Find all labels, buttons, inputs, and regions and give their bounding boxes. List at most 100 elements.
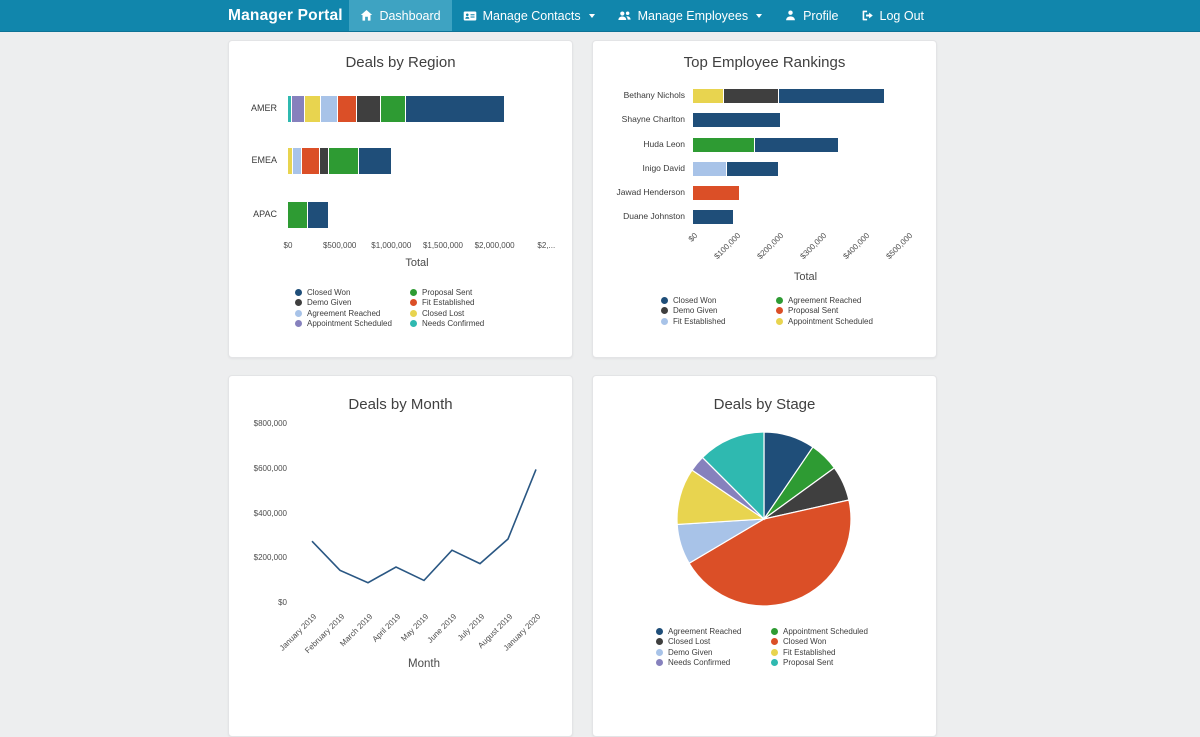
card-deals-by-month: Deals by Month $800,000 $600,000 $400,000 $… [228, 375, 573, 737]
legend-swatch [295, 288, 302, 296]
x-tick-label: $1,000,000 [371, 241, 412, 250]
legend-item: Proposal Sent [410, 287, 521, 298]
nav-item-manage-contacts[interactable]: Manage Contacts [452, 0, 606, 31]
bar-segment-fit-established [302, 148, 320, 174]
stacked-bar [288, 148, 392, 174]
bar-segment-proposal-sent [693, 185, 741, 200]
address-card-icon [463, 9, 477, 23]
bar-segment-closed-won [406, 96, 506, 122]
nav-item-dashboard[interactable]: Dashboard [349, 0, 452, 31]
legend-swatch [776, 296, 783, 304]
legend-label: Proposal Sent [422, 287, 473, 297]
y-tick-label: $200,000 [253, 553, 287, 563]
bar-segment-appointment-scheduled [693, 89, 724, 103]
card-deals-by-stage: Deals by Stage Agreement Reached Closed L… [592, 375, 937, 737]
deals-by-stage-legend: Agreement Reached Closed Lost Demo Given Ne… [656, 626, 882, 668]
bar-segment-closed-won [726, 161, 779, 176]
app-title: Manager Portal [228, 6, 343, 24]
x-axis-title: Total [405, 257, 429, 269]
deals-by-region-legend: Closed Won Demo Given Agreement Reached App… [295, 287, 521, 329]
x-axis-title: Month [408, 658, 440, 670]
legend-swatch [661, 317, 668, 325]
legend-label: Closed Lost [668, 637, 711, 647]
stacked-bar [693, 113, 782, 127]
y-tick-label: $400,000 [253, 508, 287, 518]
legend-swatch [656, 627, 663, 635]
legend-item: Needs Confirmed [410, 319, 521, 330]
legend-label: Needs Confirmed [422, 319, 485, 329]
stacked-bar [693, 161, 779, 176]
legend-swatch [656, 659, 663, 667]
category-label: Shayne Charlton [621, 114, 685, 124]
caret-down-icon [756, 13, 763, 18]
nav-menu: Dashboard Manage Contacts Manage Employees… [349, 0, 935, 31]
legend-item: Closed Lost [410, 308, 521, 319]
bar-segment-demo-given [723, 89, 779, 103]
legend-swatch [410, 299, 417, 307]
legend-item: Agreement Reached [295, 308, 406, 319]
x-tick-label: $500,000 [322, 241, 357, 250]
stacked-bar [693, 137, 840, 152]
legend-label: Agreement Reached [307, 308, 381, 318]
category-label: Jawad Henderson [616, 186, 685, 197]
legend-swatch [776, 317, 783, 325]
category-label: EMEA [251, 155, 277, 165]
legend-item: Closed Lost [656, 637, 767, 648]
pie-slice-proposal-sent [701, 431, 765, 521]
legend-swatch [771, 648, 778, 656]
legend-item: Needs Confirmed [656, 658, 767, 669]
x-tick-label: $2,000,000 [474, 241, 515, 250]
bar-segment-fit-established [337, 96, 358, 122]
deals-by-stage-plot [593, 376, 936, 736]
line-chart-canvas [311, 469, 537, 584]
legend-item: Appointment Scheduled [771, 626, 882, 637]
nav-item-manage-employees[interactable]: Manage Employees [606, 0, 773, 31]
legend-label: Closed Won [673, 295, 717, 305]
nav-item-profile[interactable]: Profile [773, 0, 849, 31]
bar-segment-proposal-sent [328, 148, 359, 174]
legend-swatch [295, 299, 302, 307]
legend-item: Agreement Reached [656, 626, 767, 637]
bar-segment-demo-given [357, 96, 382, 122]
category-label: APAC [253, 209, 277, 219]
bar-segment-closed-lost [288, 148, 293, 174]
legend-item: Demo Given [295, 298, 406, 309]
legend-swatch [656, 638, 663, 646]
users-icon [617, 9, 632, 23]
y-tick-label: $800,000 [253, 419, 287, 428]
navbar: Manager Portal Dashboard Manage Contacts M… [0, 0, 1200, 32]
legend-item: Fit Established [661, 316, 772, 327]
deals-by-month-plot: $800,000 $600,000 $400,000 $200,000 $0 Januar… [229, 376, 572, 736]
stacked-bar [288, 202, 330, 228]
chart-title-deals-by-region: Deals by Region [345, 54, 456, 71]
legend-item: Closed Won [771, 637, 882, 648]
bar-segment-agreement-reached [321, 96, 338, 122]
bar-segment-closed-won [308, 202, 330, 228]
legend-swatch [771, 627, 778, 635]
bar-segment-proposal-sent [381, 96, 407, 122]
legend-swatch [295, 320, 302, 328]
legend-label: Fit Established [673, 316, 726, 326]
deals-by-region-plot: AMER EMEA APAC $0 $500,000 $1,000,000 $1,500,0… [229, 41, 572, 357]
nav-item-label: Dashboard [379, 8, 441, 23]
bar-segment-closed-lost [304, 96, 322, 122]
legend-label: Closed Won [307, 287, 351, 297]
legend-item: Demo Given [661, 306, 772, 317]
category-label: Duane Johnston [623, 210, 685, 221]
category-label: Inigo David [642, 162, 685, 173]
legend-item: Agreement Reached [776, 295, 887, 306]
chart-title-deals-by-month: Deals by Month [348, 396, 453, 413]
stacked-bar [288, 96, 506, 122]
user-icon [784, 9, 797, 22]
nav-item-log-out[interactable]: Log Out [850, 0, 935, 31]
legend-item: Closed Won [661, 295, 772, 306]
legend-swatch [410, 309, 417, 317]
top-employee-rankings-plot: Bethany Nichols Shayne Charlton Huda Leon I… [593, 41, 936, 357]
category-label: AMER [250, 103, 277, 113]
x-tick-label: $1,500,000 [422, 241, 463, 250]
legend-label: Fit Established [422, 298, 475, 308]
legend-item: Demo Given [656, 647, 767, 658]
bar-segment-closed-won [358, 148, 392, 174]
legend-item: Proposal Sent [771, 658, 882, 669]
pie-slice-closed-won [688, 499, 852, 607]
